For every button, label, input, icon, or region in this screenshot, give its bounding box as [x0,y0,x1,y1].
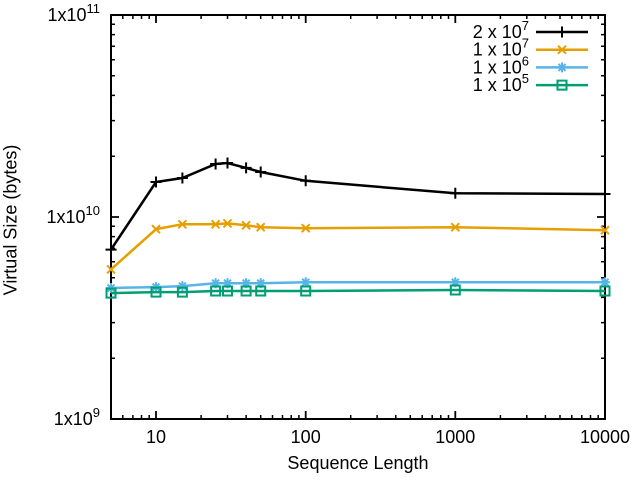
series-line [110,288,606,295]
legend-label: 1 x 107 [473,36,529,60]
x-tick-label: 1000 [435,427,475,447]
legend-entry: 1 x 106 [473,53,588,77]
series-line [110,222,606,271]
tick-labels: 10 100 1000 10000 1x109 1x1010 1x1011 [46,1,630,447]
legend-label: 1 x 105 [473,71,529,95]
major-tick-marks [111,14,606,420]
x-tick-label: 10000 [580,427,630,447]
minor-tick-marks [111,15,605,419]
legend-sample-marker [557,62,567,73]
legend-label: 1 x 106 [473,53,529,77]
series-markers [105,157,611,256]
x-tick-label: 10 [146,427,166,447]
y-tick-label: 1x1011 [47,1,100,25]
y-tick-label: 1x1010 [46,203,100,227]
legend-sample-marker [557,44,567,55]
series-0 [105,157,611,256]
plot-border [110,14,606,420]
legend-label: 2 x 107 [473,18,529,42]
series-markers [105,284,611,299]
x-tick-label: 100 [291,427,321,447]
legend-entry: 2 x 107 [473,18,588,42]
series-line [110,281,605,290]
series-markers [106,218,610,275]
legend-entry: 1 x 107 [473,36,588,60]
axes [110,14,606,420]
y-axis-title: Virtual Size (bytes) [0,144,21,296]
legend-entry: 1 x 105 [473,71,588,95]
legend-sample-marker [556,79,568,91]
series-line [109,161,606,251]
x-axis-title: Sequence Length [287,453,429,473]
series-3 [105,284,611,299]
series-1 [106,218,610,275]
y-tick-label: 1x109 [54,405,100,429]
legend-sample-marker [556,26,568,38]
